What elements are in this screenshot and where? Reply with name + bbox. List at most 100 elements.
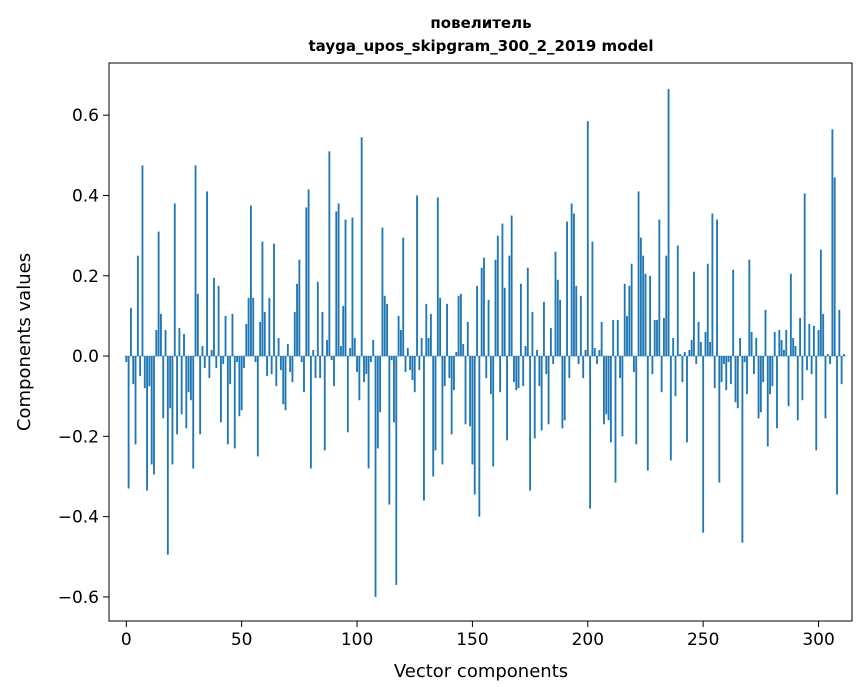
- bar: [741, 356, 744, 543]
- bar: [556, 279, 559, 357]
- bar: [501, 223, 504, 357]
- bar: [471, 356, 474, 465]
- bar: [245, 323, 248, 357]
- bar: [473, 356, 476, 495]
- bar: [464, 356, 467, 425]
- bar: [173, 203, 176, 357]
- bar: [492, 356, 495, 467]
- bar: [178, 327, 181, 357]
- y-tick-label: 0.0: [72, 347, 99, 367]
- bar: [725, 356, 728, 391]
- y-tick-label: 0.2: [72, 267, 99, 287]
- bar: [337, 203, 340, 357]
- bar: [379, 356, 382, 413]
- bar: [803, 193, 806, 357]
- bar: [185, 356, 188, 429]
- bar: [436, 197, 439, 357]
- x-tick-label: 150: [456, 630, 488, 650]
- bar: [776, 356, 778, 429]
- bar: [697, 321, 700, 357]
- bar: [621, 356, 624, 437]
- bar: [785, 329, 788, 357]
- bar: [330, 356, 333, 361]
- bar: [633, 356, 635, 373]
- bar: [480, 267, 483, 357]
- bar: [780, 339, 783, 357]
- bar: [836, 356, 838, 495]
- bar: [843, 354, 845, 357]
- bar: [796, 356, 799, 421]
- bar: [586, 121, 589, 357]
- bar: [231, 313, 234, 357]
- bar: [681, 356, 684, 383]
- bar: [127, 356, 130, 489]
- bar: [764, 309, 767, 357]
- bar: [169, 356, 172, 409]
- bar: [536, 350, 538, 357]
- bar: [787, 356, 790, 407]
- bar: [266, 356, 268, 377]
- bar: [496, 235, 499, 357]
- bar: [351, 217, 354, 357]
- bar: [353, 337, 356, 357]
- bar: [759, 356, 762, 413]
- bar: [568, 356, 571, 379]
- bar: [243, 356, 245, 369]
- bar: [653, 319, 656, 357]
- bar: [399, 329, 402, 357]
- bar: [716, 219, 718, 357]
- bar: [333, 356, 335, 387]
- bar: [199, 356, 202, 435]
- bar: [573, 213, 575, 357]
- bar: [132, 356, 135, 385]
- bar: [416, 195, 418, 357]
- bar: [529, 356, 532, 491]
- bar: [263, 311, 266, 357]
- bar: [423, 356, 425, 501]
- bar: [699, 342, 702, 357]
- bar: [462, 344, 465, 357]
- bar: [840, 356, 843, 385]
- bar: [261, 241, 264, 357]
- bar: [579, 295, 582, 357]
- bar: [554, 251, 557, 357]
- bar: [649, 275, 652, 357]
- bar: [543, 301, 545, 357]
- bar: [808, 323, 811, 357]
- bar: [134, 356, 137, 445]
- bar: [305, 207, 308, 357]
- bar: [519, 283, 522, 357]
- bar: [723, 356, 725, 365]
- bar: [727, 356, 730, 363]
- bar: [238, 356, 241, 417]
- bar: [605, 356, 608, 415]
- bar: [344, 219, 347, 357]
- bar: [515, 356, 518, 391]
- bar: [704, 331, 707, 357]
- bar: [466, 321, 469, 357]
- bar: [799, 317, 802, 357]
- bar: [769, 356, 772, 395]
- bar: [203, 356, 206, 369]
- bar: [607, 356, 610, 421]
- bar: [819, 249, 822, 357]
- bar: [773, 331, 776, 357]
- bar: [789, 273, 792, 357]
- bar: [783, 350, 785, 357]
- bar: [669, 356, 672, 461]
- bar: [363, 356, 365, 383]
- bar: [381, 227, 384, 357]
- bar: [626, 315, 628, 357]
- bar: [326, 339, 328, 357]
- bar: [206, 191, 208, 357]
- bar: [651, 356, 654, 375]
- x-tick-label: 200: [572, 630, 604, 650]
- bar: [268, 297, 271, 357]
- bar: [296, 283, 298, 357]
- bar: [153, 356, 155, 475]
- bar: [683, 352, 686, 357]
- bar: [418, 356, 421, 371]
- bar: [674, 356, 677, 397]
- bar: [746, 356, 748, 395]
- bar: [339, 346, 342, 357]
